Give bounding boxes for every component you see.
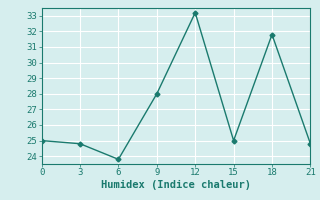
X-axis label: Humidex (Indice chaleur): Humidex (Indice chaleur) <box>101 180 251 190</box>
